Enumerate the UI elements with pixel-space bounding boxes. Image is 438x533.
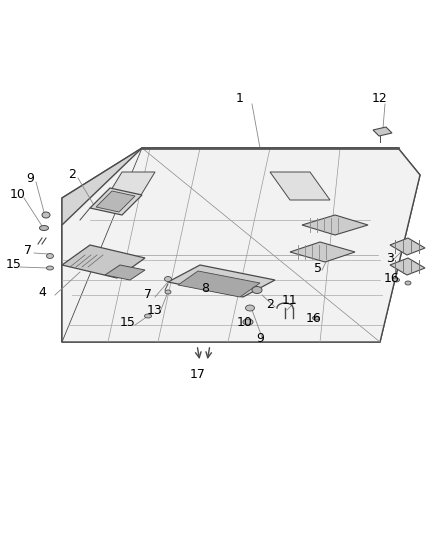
Polygon shape: [62, 148, 420, 342]
Text: 8: 8: [201, 281, 209, 295]
Text: 13: 13: [147, 303, 163, 317]
Polygon shape: [373, 127, 392, 136]
Text: 7: 7: [144, 288, 152, 302]
Polygon shape: [302, 215, 368, 235]
Polygon shape: [105, 265, 145, 280]
Text: 3: 3: [386, 252, 394, 264]
Text: 1: 1: [236, 92, 244, 104]
Ellipse shape: [405, 281, 411, 285]
Ellipse shape: [42, 212, 50, 218]
Ellipse shape: [392, 278, 399, 282]
Text: 10: 10: [10, 189, 26, 201]
Text: 17: 17: [190, 368, 206, 382]
Polygon shape: [62, 175, 420, 342]
Text: 15: 15: [120, 317, 136, 329]
Text: 12: 12: [372, 92, 388, 104]
Ellipse shape: [165, 290, 171, 294]
Text: 5: 5: [314, 262, 322, 274]
Polygon shape: [168, 265, 275, 297]
Text: 11: 11: [282, 294, 298, 306]
Ellipse shape: [252, 287, 262, 294]
Text: 7: 7: [24, 244, 32, 256]
Polygon shape: [90, 188, 142, 215]
Ellipse shape: [165, 277, 172, 281]
Text: 15: 15: [6, 259, 22, 271]
Polygon shape: [290, 242, 355, 262]
Polygon shape: [62, 245, 145, 278]
Polygon shape: [270, 172, 330, 200]
Ellipse shape: [46, 254, 53, 259]
Ellipse shape: [39, 225, 49, 230]
Text: 10: 10: [237, 316, 253, 328]
Polygon shape: [62, 148, 420, 225]
Text: 9: 9: [26, 172, 34, 184]
Polygon shape: [62, 148, 142, 342]
Polygon shape: [390, 238, 425, 255]
Text: 9: 9: [256, 332, 264, 344]
Ellipse shape: [145, 314, 152, 318]
Ellipse shape: [243, 319, 253, 325]
Ellipse shape: [312, 316, 319, 320]
Polygon shape: [96, 191, 135, 212]
Ellipse shape: [46, 266, 53, 270]
Polygon shape: [108, 172, 155, 195]
Ellipse shape: [246, 305, 254, 311]
Text: 16: 16: [306, 311, 322, 325]
Text: 16: 16: [384, 271, 400, 285]
Text: 2: 2: [68, 168, 76, 182]
Text: 4: 4: [38, 287, 46, 300]
Text: 2: 2: [266, 298, 274, 311]
Polygon shape: [390, 258, 425, 275]
Polygon shape: [178, 271, 260, 297]
